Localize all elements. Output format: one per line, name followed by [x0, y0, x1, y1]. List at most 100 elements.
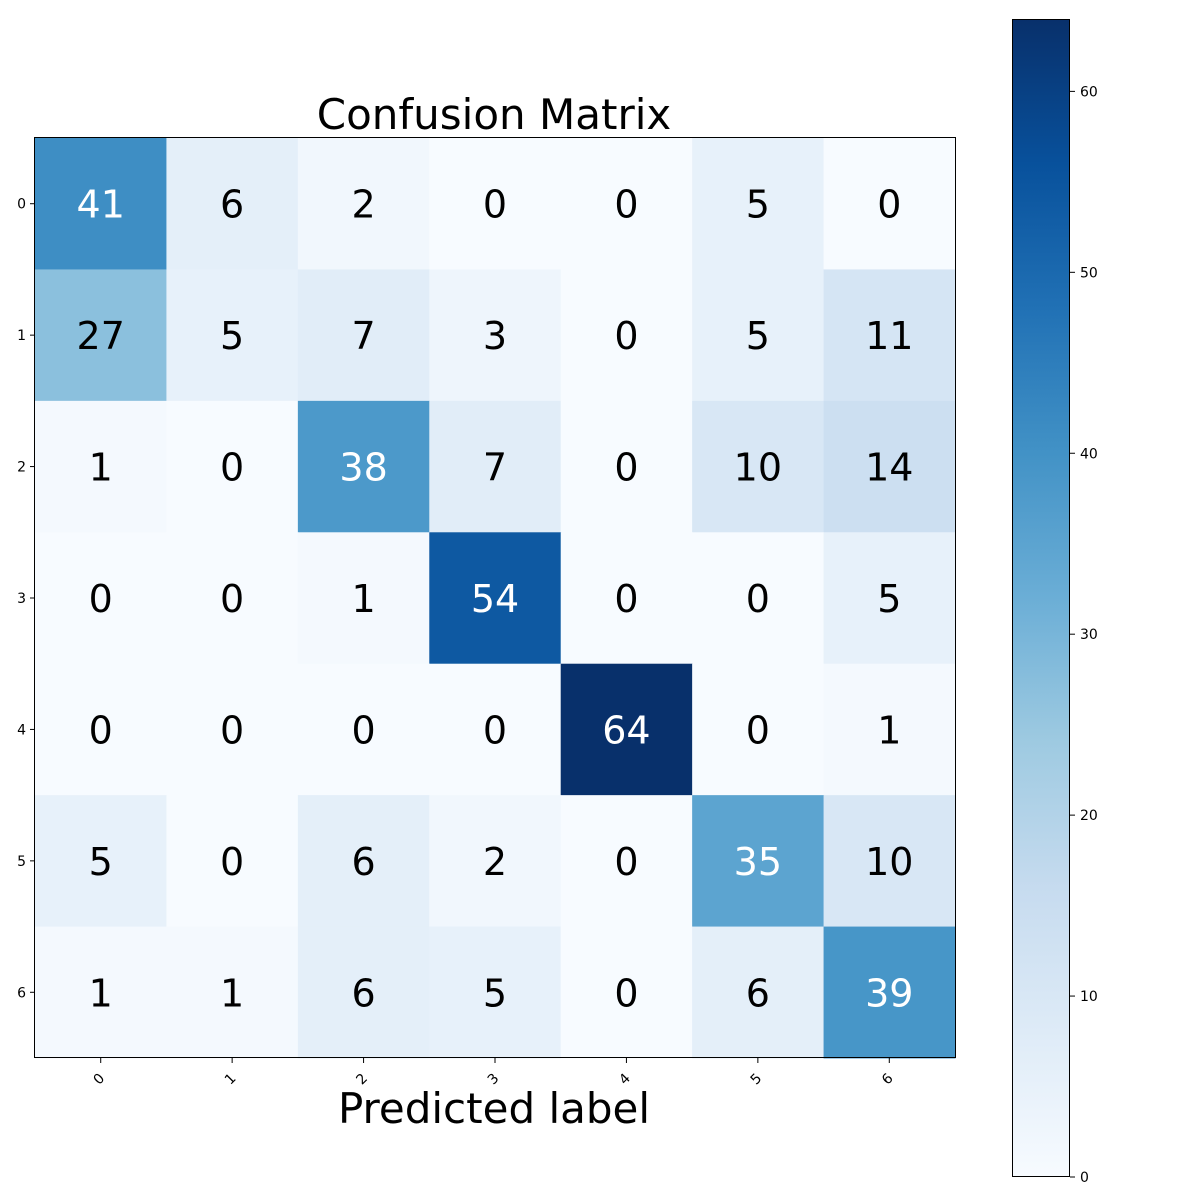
heatmap-cell	[429, 269, 562, 402]
heatmap-cell	[297, 269, 430, 402]
cell-value-label: 0	[89, 708, 113, 752]
heatmap-cell	[560, 795, 693, 928]
heatmap-cell	[560, 663, 693, 796]
heatmap-cell	[166, 400, 299, 533]
cell-value-label: 1	[89, 446, 113, 490]
heatmap-cell	[297, 663, 430, 796]
heatmap-cell	[560, 138, 693, 270]
heatmap-cells	[35, 138, 956, 1059]
cell-value-label: 41	[77, 183, 125, 227]
heatmap-cell	[692, 663, 825, 796]
heatmap-cell	[166, 795, 299, 928]
cell-value-label: 1	[877, 708, 901, 752]
cell-value-label: 35	[734, 840, 782, 884]
cell-value-label: 5	[877, 577, 901, 621]
cell-value-label: 0	[614, 314, 638, 358]
heatmap-cell	[823, 138, 956, 270]
cell-value-label: 2	[483, 840, 507, 884]
heatmap-cell	[166, 138, 299, 270]
cell-value-label: 0	[220, 446, 244, 490]
heatmap-cell	[692, 269, 825, 402]
heatmap-cell	[692, 926, 825, 1059]
heatmap-cell	[35, 663, 167, 796]
cell-value-label: 0	[746, 708, 770, 752]
heatmap-cell	[692, 532, 825, 665]
y-tick-label: 6	[17, 985, 26, 1001]
heatmap-cell	[429, 138, 562, 270]
cell-value-label: 1	[220, 971, 244, 1015]
heatmap-cell	[429, 926, 562, 1059]
cell-value-label: 0	[614, 577, 638, 621]
heatmap-cell	[429, 400, 562, 533]
cell-value-label: 6	[351, 971, 375, 1015]
colorbar-tick-label: 50	[1080, 265, 1098, 281]
cell-value-label: 3	[483, 314, 507, 358]
heatmap-cell	[166, 532, 299, 665]
cell-value-label: 7	[351, 314, 375, 358]
colorbar-tick-label: 40	[1080, 446, 1098, 462]
heatmap-cell	[823, 269, 956, 402]
colorbar-tick-label: 0	[1080, 1170, 1089, 1186]
heatmap-cell	[560, 532, 693, 665]
cell-value-label: 6	[746, 971, 770, 1015]
cell-value-label: 6	[351, 840, 375, 884]
cell-value-label: 5	[746, 314, 770, 358]
heatmap-cell	[823, 795, 956, 928]
cell-value-label: 11	[865, 314, 913, 358]
cell-value-label: 5	[220, 314, 244, 358]
cell-value-label: 5	[746, 183, 770, 227]
colorbar-tick-label: 20	[1080, 808, 1098, 824]
cell-value-label: 2	[351, 183, 375, 227]
cell-value-label: 7	[483, 446, 507, 490]
heatmap-cell	[692, 795, 825, 928]
colorbar-tick-label: 30	[1080, 627, 1098, 643]
colorbar-tick-label: 60	[1080, 84, 1098, 100]
x-tick-label: 6	[879, 1071, 897, 1089]
heatmap-cell	[560, 926, 693, 1059]
cell-value-label: 0	[483, 708, 507, 752]
cell-value-label: 0	[614, 183, 638, 227]
heatmap-cell	[297, 532, 430, 665]
cell-value-label: 39	[865, 971, 913, 1015]
cell-value-label: 10	[865, 840, 913, 884]
y-tick-label: 0	[17, 197, 26, 213]
heatmap-cell	[166, 269, 299, 402]
heatmap-cell	[429, 532, 562, 665]
heatmap-cell	[297, 795, 430, 928]
y-tick-label: 3	[17, 591, 26, 607]
heatmap-cell	[823, 532, 956, 665]
heatmap-cell	[560, 400, 693, 533]
heatmap-cell	[429, 795, 562, 928]
heatmap-cell	[823, 926, 956, 1059]
cell-value-label: 0	[614, 840, 638, 884]
heatmap-cell	[35, 400, 167, 533]
cell-value-label: 14	[865, 446, 913, 490]
x-tick-label: 5	[748, 1071, 766, 1089]
colorbar-tick-label: 10	[1080, 989, 1098, 1005]
heatmap-cell	[35, 269, 167, 402]
chart-title: Confusion Matrix	[317, 90, 672, 139]
heatmap-cell	[35, 138, 167, 270]
heatmap-cell	[35, 532, 167, 665]
cell-value-label: 0	[220, 577, 244, 621]
cell-value-label: 0	[614, 446, 638, 490]
cell-value-label: 0	[483, 183, 507, 227]
cell-value-label: 6	[220, 183, 244, 227]
cell-value-labels: 41 6 2 0 0 5 027 5 7 3 0 5 111 0 38 7 0 10 140 0 1 54 0 0 50 0 0 0 6…	[77, 183, 914, 1016]
heatmap-cell	[429, 663, 562, 796]
cell-value-label: 38	[339, 446, 387, 490]
y-tick-label: 5	[17, 854, 26, 870]
cell-value-label: 5	[483, 971, 507, 1015]
heatmap-cell	[692, 138, 825, 270]
cell-value-label: 0	[220, 840, 244, 884]
cell-value-label: 0	[351, 708, 375, 752]
y-tick-label: 4	[17, 722, 26, 738]
cell-value-label: 54	[471, 577, 519, 621]
y-tick-label: 2	[17, 460, 26, 476]
cell-value-label: 0	[220, 708, 244, 752]
colorbar-ticks: 0 10 20 30 40 50 60	[1070, 84, 1098, 1186]
x-axis-label: Predicted label	[338, 1084, 650, 1133]
heatmap-cell	[560, 269, 693, 402]
heatmap-cell	[692, 400, 825, 533]
